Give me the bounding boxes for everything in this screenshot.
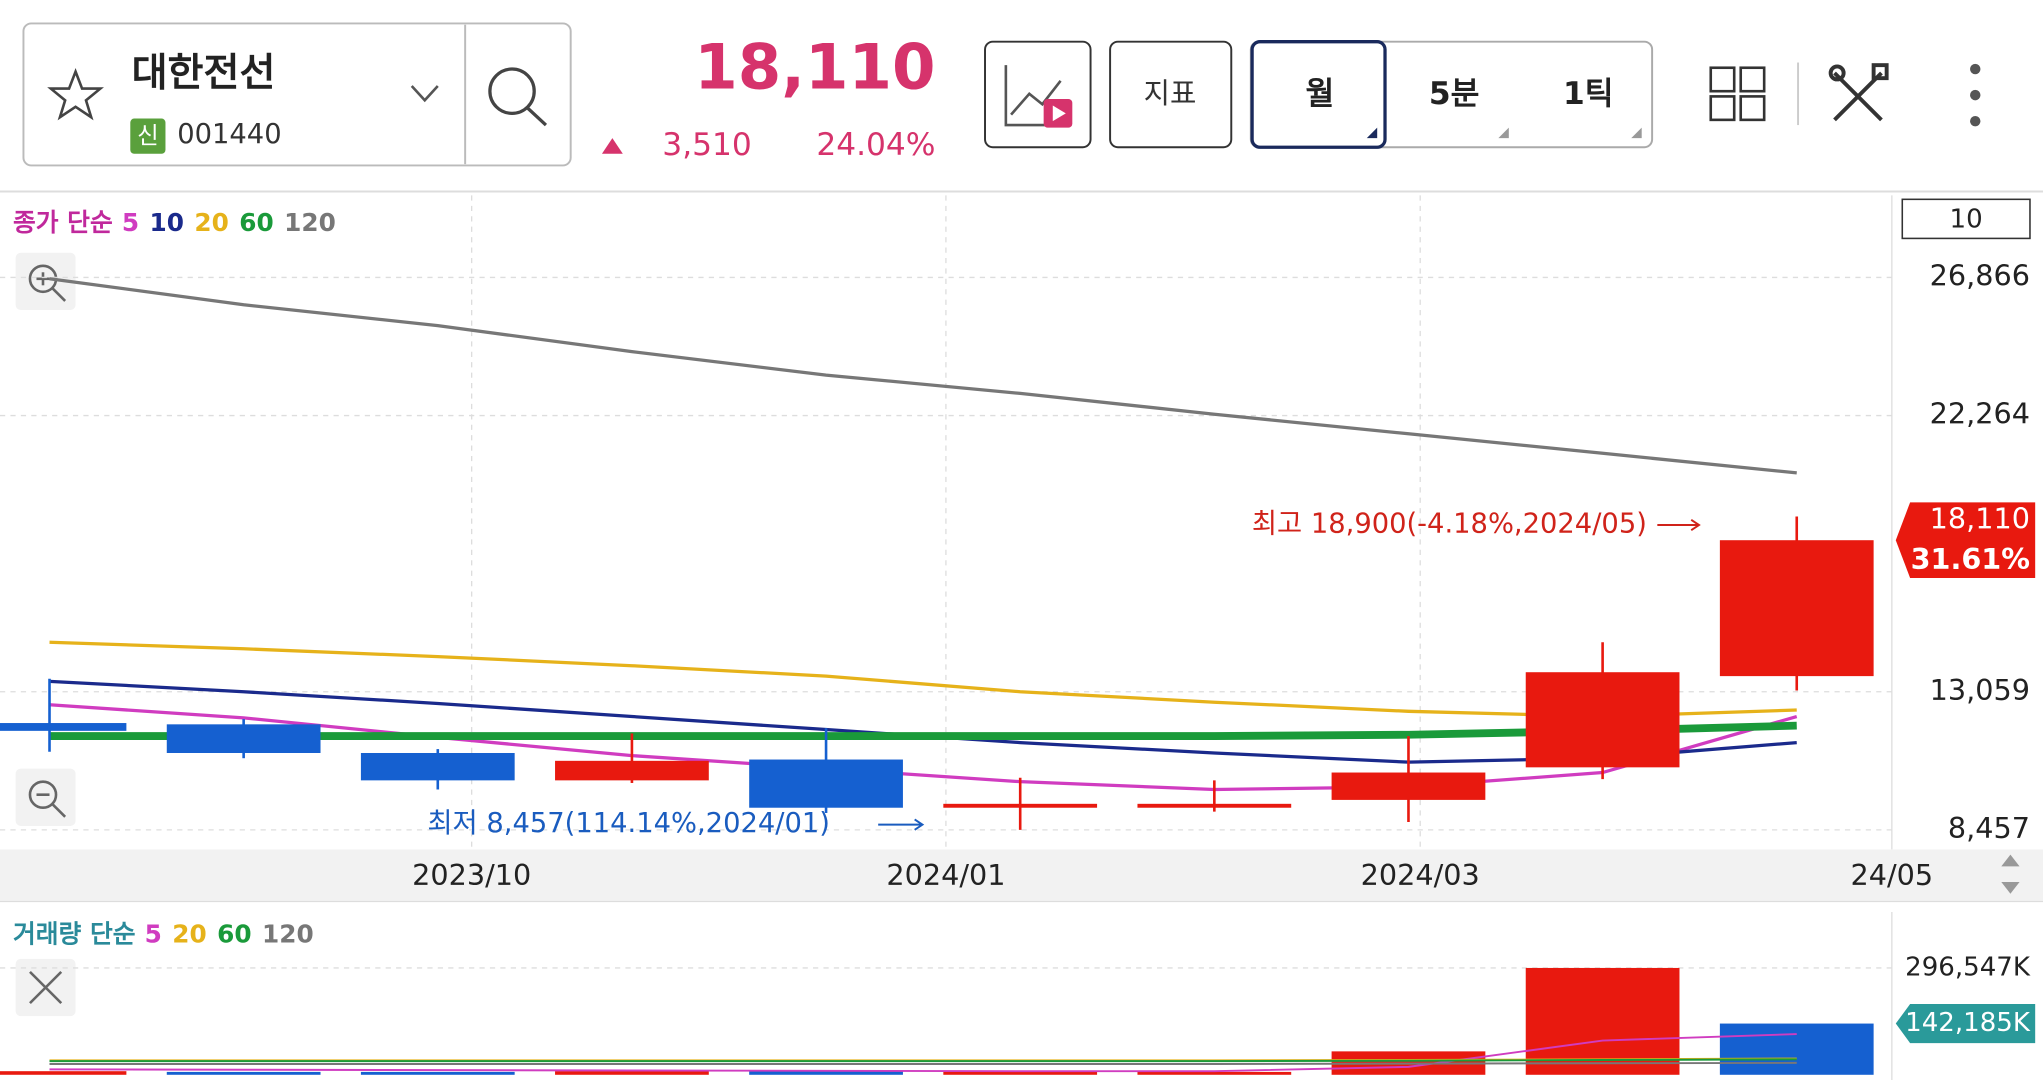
legend-entry: 5 [145,919,162,948]
change: 3,510 [662,127,751,163]
indicator-label: 지표 [1144,76,1197,110]
indicator-button[interactable] [1109,40,1233,149]
candle-body [749,759,903,808]
chart-video-button[interactable] [984,40,1092,149]
y-tick-label: 296,547K [1905,952,2031,982]
legend-entry: 5 [122,208,139,237]
legend-entry: 20 [172,919,206,948]
volume-bar [555,1071,709,1075]
badge: 신 [137,121,159,149]
annotation-arrow [1657,518,1701,532]
stock-code: 001440 [177,119,281,150]
stock-name: 대한전선 [132,51,276,96]
period-button[interactable]: 5분 [1429,76,1480,112]
legend-entry: 60 [217,919,251,948]
icon [1052,105,1066,122]
more-icon[interactable] [1970,63,1981,127]
zoom-out-icon[interactable] [15,768,76,826]
volume-bar [1719,1023,1874,1075]
price-tag-pct: 31.61% [1911,542,2030,576]
ma-line [49,1033,1797,1073]
layout-icon[interactable] [1709,66,1766,122]
candle-body [1331,772,1486,800]
legend-title: 거래량 단순 [13,919,135,948]
ma-line [49,1058,1797,1063]
legend-entry: 10 [150,208,184,237]
legend-entry: 120 [262,919,314,948]
favorite-star[interactable] [47,68,104,121]
high-annotation: 최고 18,900(-4.18%,2024/05) [1252,509,1647,540]
candle-body [360,752,515,781]
volume-bar [1137,1071,1292,1075]
ma-line [49,1061,1797,1065]
ma-line [49,703,1798,792]
badge-bg [130,118,166,154]
price-tag [1895,502,2036,578]
candle-body [166,724,321,753]
x-tick-label: 2023/10 [412,858,531,892]
candle-body [1719,540,1874,677]
search-icon[interactable] [488,67,536,115]
settings-icon[interactable] [1828,63,1889,122]
corner-mark [1498,127,1509,139]
period-button[interactable]: 1틱 [1563,76,1614,112]
ma-line [49,640,1797,719]
candle-body [0,723,127,731]
low-annotation: 최저 8,457(114.14%,2024/01) [427,808,830,839]
header: 대한전선 신 001440 18,110 3,510 24.04% 지표 월 5… [0,22,2043,193]
x-axis-band [0,849,2043,902]
ma-line [49,721,1797,740]
change-pct: 24.04% [816,127,935,163]
candle-body [943,803,1098,808]
x-tick-label: 2024/01 [886,858,1005,892]
price-tag-label: 18,110 [1930,502,2030,536]
ma-line [49,277,1797,475]
candle-body [1137,803,1292,808]
scroll-icon[interactable] [2001,854,2020,894]
period-box-label: 10 [1950,205,1983,235]
candle-body [1525,672,1680,768]
dropdown-icon[interactable] [410,85,439,103]
legend-entry: 60 [239,208,273,237]
volume-bar [1525,967,1680,1075]
volume-tag [1895,1004,2036,1044]
x-tick-label: 24/05 [1851,858,1934,892]
volume-bar [166,1071,321,1075]
period-selected[interactable] [1250,40,1387,149]
search-handle [526,106,548,127]
volume-tag-label: 142,185K [1905,1008,2031,1038]
annotation-arrow [878,818,925,831]
up-arrow [601,138,623,154]
volume-bar [0,1071,127,1075]
x-tick-label: 2024/03 [1361,858,1480,892]
volume-bar [360,1071,515,1075]
period-box[interactable] [1901,198,2031,240]
candle-body [555,760,709,781]
y-tick-label: 8,457 [1948,811,2030,845]
volume-bar [943,1071,1098,1075]
icon [1010,79,1062,116]
legend-entry: 120 [284,208,336,237]
legend-title: 종가 단순 [13,208,113,237]
close-volume-icon[interactable] [15,958,76,1017]
price: 18,110 [694,31,935,104]
volume-bar [749,1070,903,1075]
period-button[interactable]: 월 [1305,76,1334,112]
y-tick-label: 22,264 [1930,397,2030,431]
y-tick-label: 26,866 [1930,258,2030,292]
y-tick-label: 13,059 [1930,673,2030,707]
zoom-in-icon[interactable] [15,252,76,311]
legend-entry: 20 [194,208,228,237]
